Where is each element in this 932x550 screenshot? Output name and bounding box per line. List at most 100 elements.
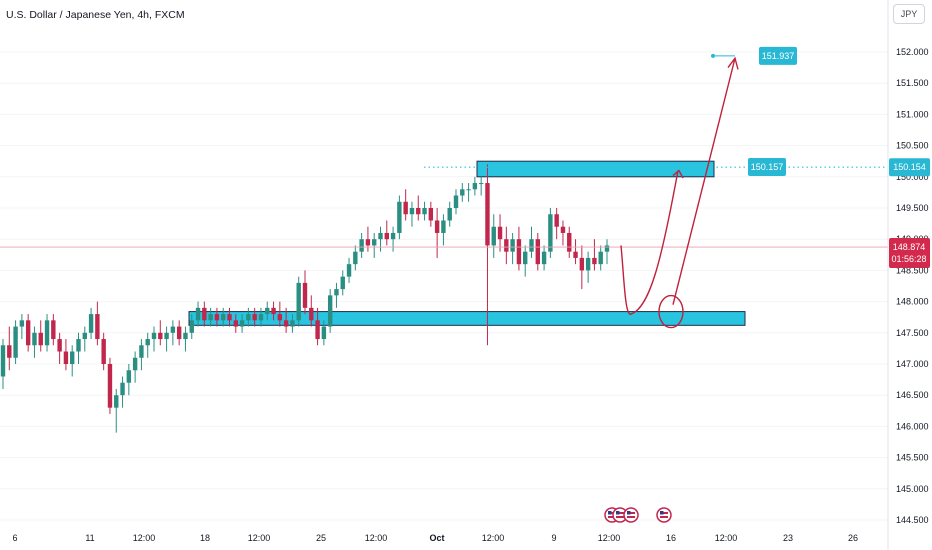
x-tick-label: 25: [316, 533, 326, 543]
candle-body: [126, 370, 132, 383]
x-tick-label: 12:00: [133, 533, 156, 543]
candle-body: [302, 282, 308, 308]
x-tick-label: 9: [551, 533, 556, 543]
y-tick-label: 149.500: [896, 203, 929, 213]
candle-body: [372, 239, 377, 246]
current-price-tag-bg: [889, 238, 930, 269]
candle-body: [384, 232, 389, 240]
x-tick-label: 12:00: [482, 533, 505, 543]
candle-body: [107, 364, 113, 408]
y-tick-label: 145.500: [896, 453, 929, 463]
candle-body: [13, 326, 18, 358]
candle-body: [523, 251, 528, 265]
candle-body: [434, 220, 440, 233]
candle-body: [246, 314, 251, 321]
x-tick-label: 26: [848, 533, 858, 543]
level-axis-label: 150.154: [893, 162, 926, 172]
projection-arrowhead: [672, 169, 684, 179]
candles: [0, 164, 610, 433]
candle-body: [221, 314, 226, 321]
current-price-label: 148.874: [893, 242, 926, 252]
candle-body: [478, 183, 484, 185]
flag-stripe-icon: [616, 516, 624, 518]
candle-body: [560, 226, 566, 233]
flag-stripe-icon: [627, 512, 635, 514]
currency-button[interactable]: JPY: [893, 4, 925, 24]
candle-body: [497, 226, 503, 240]
candle-body: [592, 257, 597, 265]
candle-body: [88, 314, 94, 333]
y-tick-label: 148.000: [896, 297, 929, 307]
candle-body: [422, 208, 427, 215]
chart-title: U.S. Dollar / Japanese Yen, 4h, FXCM: [6, 9, 185, 21]
candle-body: [170, 326, 176, 333]
level-axis-label-bg: [889, 158, 930, 177]
us-flag-event-icon[interactable]: [623, 507, 639, 523]
candle-body: [95, 314, 100, 340]
candle-body: [101, 339, 106, 364]
target-arrowhead: [727, 56, 739, 70]
candle-body: [397, 201, 402, 233]
x-tick-label: 23: [783, 533, 793, 543]
candle-body: [44, 320, 50, 346]
candle-body: [315, 320, 320, 340]
candle-body: [554, 214, 559, 227]
candle-body: [548, 214, 553, 252]
x-tick-label: Oct: [429, 533, 444, 543]
level-box-label: 150.157: [751, 162, 784, 172]
flag-stripe-icon: [608, 516, 616, 518]
candle-body: [334, 289, 339, 296]
y-tick-label: 150.000: [896, 172, 929, 182]
projection-curve: [620, 170, 679, 315]
y-tick-label: 144.500: [896, 515, 929, 525]
candle-body: [516, 239, 522, 265]
candle-body: [573, 251, 578, 258]
candle-body: [604, 245, 610, 252]
candle-body: [258, 314, 264, 321]
candle-body: [158, 332, 163, 340]
candle-body: [120, 382, 125, 396]
candle-body: [309, 307, 314, 321]
candle-body: [378, 232, 383, 240]
y-tick-label: 151.000: [896, 109, 929, 119]
overlays: [0, 53, 888, 329]
x-tick-label: 6: [12, 533, 17, 543]
flag-stripe-icon: [660, 516, 668, 518]
flag-stripe-icon: [616, 512, 624, 514]
candle-body: [365, 239, 371, 246]
x-tick-label: 11: [85, 533, 94, 543]
x-tick-label: 12:00: [598, 533, 621, 543]
candle-body: [296, 282, 301, 321]
candle-body: [485, 183, 490, 246]
candle-body: [7, 345, 12, 358]
target-dot: [711, 53, 715, 58]
candle-body: [208, 314, 213, 321]
target-label-bg: [759, 46, 797, 65]
candle-body: [0, 345, 6, 377]
candle-body: [32, 332, 37, 346]
us-flag-event-icon[interactable]: [656, 507, 672, 523]
flag-stripe-icon: [627, 516, 635, 518]
candle-body: [346, 264, 352, 277]
candle-body: [114, 395, 119, 408]
candle-body: [19, 320, 25, 327]
candle-body: [233, 320, 238, 327]
candle-body: [359, 239, 364, 252]
candle-body: [447, 208, 452, 221]
candle-body: [139, 345, 144, 358]
flag-canton-icon: [608, 511, 612, 515]
countdown-label: 01:56:28: [891, 254, 926, 264]
highlight-circle: [658, 294, 684, 329]
y-tick-label: 145.000: [896, 484, 929, 494]
candle-body: [265, 307, 270, 315]
candle-body: [409, 208, 415, 215]
y-tick-label: 146.000: [896, 421, 929, 431]
target-label: 151.937: [762, 51, 795, 61]
candle-body: [453, 195, 459, 208]
candle-body: [353, 251, 358, 265]
candle-body: [277, 314, 283, 321]
candle-body: [51, 320, 56, 340]
candle-body: [63, 351, 69, 364]
candle-body: [510, 239, 515, 252]
